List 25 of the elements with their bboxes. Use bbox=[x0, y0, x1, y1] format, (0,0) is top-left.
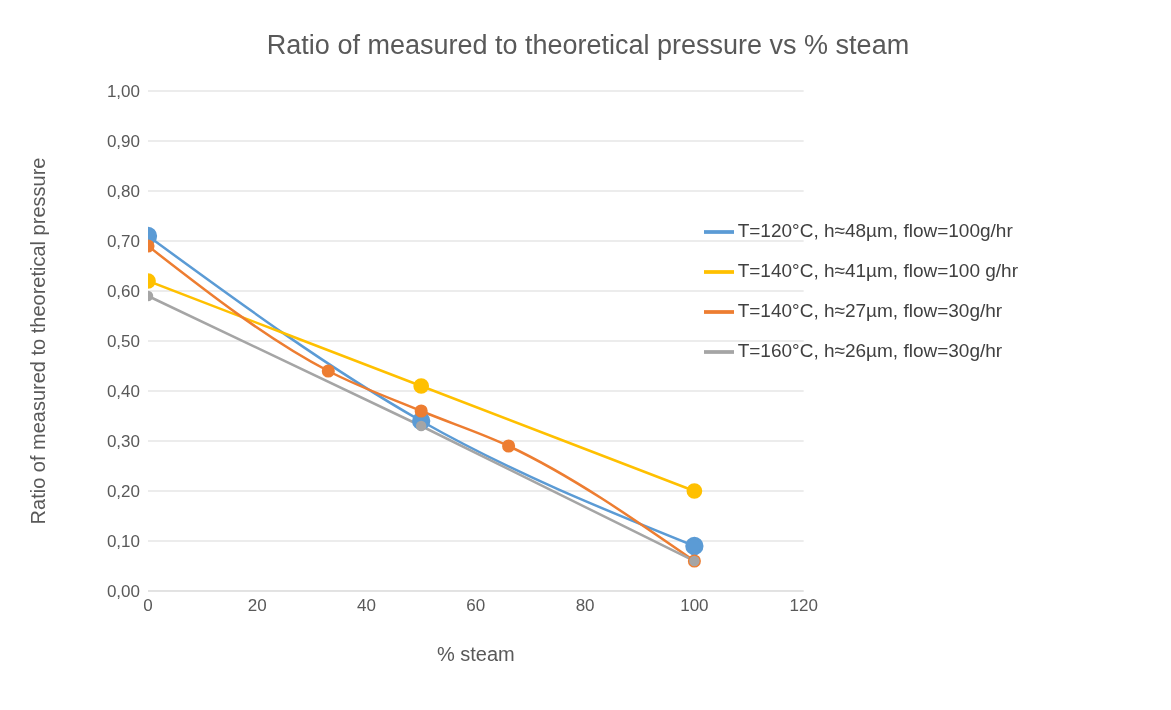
x-tick-label: 80 bbox=[575, 596, 595, 616]
x-tick-label: 0 bbox=[143, 596, 153, 616]
x-tick-label: 100 bbox=[680, 596, 709, 616]
x-tick-label: 40 bbox=[357, 596, 377, 616]
y-axis-title: Ratio of measured to theoretical pressure bbox=[27, 157, 50, 525]
y-tick-label: 0,70 bbox=[106, 232, 140, 252]
y-tick-label: 0,90 bbox=[106, 132, 140, 152]
legend-label: T=120°C, h≈48µm, flow=100g/hr bbox=[737, 220, 1013, 241]
legend-label: T=140°C, h≈41µm, flow=100 g/hr bbox=[737, 260, 1018, 281]
x-axis-title: % steam bbox=[436, 643, 515, 665]
y-tick-label: 0,50 bbox=[106, 332, 140, 352]
x-tick-label: 120 bbox=[789, 596, 818, 616]
y-tick-label: 0,60 bbox=[106, 282, 140, 302]
legend-label: T=140°C, h≈27µm, flow=30g/hr bbox=[737, 300, 1003, 321]
y-tick-label: 0,00 bbox=[106, 582, 140, 602]
y-tick-label: 0,80 bbox=[106, 182, 140, 202]
legend-label: T=160°C, h≈26µm, flow=30g/hr bbox=[737, 340, 1003, 361]
y-tick-label: 0,20 bbox=[106, 482, 140, 502]
chart-title: Ratio of measured to theoretical pressure vs % steam bbox=[265, 29, 911, 62]
y-tick-label: 1,00 bbox=[106, 82, 140, 102]
y-tick-label: 0,10 bbox=[106, 532, 140, 552]
x-tick-label: 20 bbox=[247, 596, 267, 616]
y-tick-label: 0,30 bbox=[106, 432, 140, 452]
y-tick-label: 0,40 bbox=[106, 382, 140, 402]
x-tick-label: 60 bbox=[466, 596, 486, 616]
